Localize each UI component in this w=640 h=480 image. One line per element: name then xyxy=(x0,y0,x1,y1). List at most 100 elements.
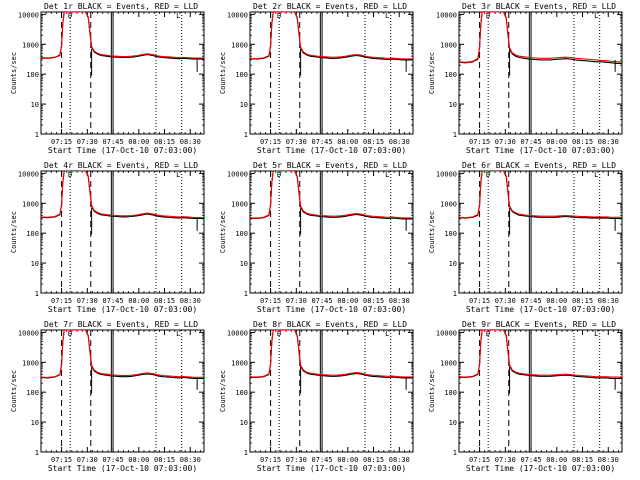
y-tick-label: 10000 xyxy=(18,11,39,19)
x-tick-label: 07:45 xyxy=(312,456,333,464)
y-tick-label: 1000 xyxy=(231,200,248,208)
x-tick-label: 07:15 xyxy=(469,456,490,464)
series-line-events xyxy=(459,171,622,220)
series-line-lld xyxy=(41,171,204,219)
x-axis-label: Start Time (17-Oct-10 07:03:00) xyxy=(48,146,197,155)
event-marker-glyph: D xyxy=(277,12,281,20)
x-tick-label: 07:30 xyxy=(495,138,516,146)
series-line-events xyxy=(250,330,413,379)
x-tick-label: 08:15 xyxy=(572,138,593,146)
x-tick-label: 07:30 xyxy=(77,456,98,464)
subplot-det-2: Det 2r BLACK = Events, RED = LLD 1 10 100 10… xyxy=(219,2,414,155)
x-tick-label: 07:15 xyxy=(260,138,281,146)
event-marker-glyph: L xyxy=(594,330,598,338)
x-tick-label: 07:45 xyxy=(103,138,124,146)
event-marker-glyph: D xyxy=(486,330,490,338)
y-tick-label: 10 xyxy=(240,101,248,109)
x-axis-label: Start Time (17-Oct-10 07:03:00) xyxy=(466,146,615,155)
x-tick-label: 08:00 xyxy=(128,297,149,305)
y-tick-label: 10 xyxy=(31,419,39,427)
subplot-title: Det 8r BLACK = Events, RED = LLD xyxy=(253,320,407,329)
series-line-lld xyxy=(250,12,413,60)
x-tick-label: 08:30 xyxy=(180,138,201,146)
y-tick-label: 10 xyxy=(31,101,39,109)
x-tick-label: 07:30 xyxy=(495,297,516,305)
x-tick-label: 08:30 xyxy=(389,138,410,146)
plot-frame xyxy=(249,11,414,135)
x-tick-label: 07:30 xyxy=(77,297,98,305)
series-line-lld xyxy=(459,330,622,378)
plot-frame xyxy=(458,329,623,453)
y-tick-label: 1000 xyxy=(231,41,248,49)
y-axis-label: Counts/sec xyxy=(219,211,227,253)
subplot-det-8: Det 8r BLACK = Events, RED = LLD 1 10 100 10… xyxy=(219,320,414,473)
y-tick-label: 10 xyxy=(449,101,457,109)
subplot-title: Det 7r BLACK = Events, RED = LLD xyxy=(44,320,198,329)
y-tick-label: 10000 xyxy=(436,329,457,337)
x-tick-label: 08:15 xyxy=(363,456,384,464)
y-tick-label: 1 xyxy=(35,131,39,139)
x-tick-label: 08:15 xyxy=(363,297,384,305)
subplot-det-7: Det 7r BLACK = Events, RED = LLD 1 10 100 10… xyxy=(10,320,205,473)
plot-frame xyxy=(40,329,205,453)
x-tick-label: 08:30 xyxy=(598,138,619,146)
x-tick-label: 08:00 xyxy=(546,297,567,305)
y-tick-label: 1 xyxy=(244,131,248,139)
x-tick-label: 07:15 xyxy=(469,297,490,305)
series-line-lld xyxy=(250,171,413,219)
x-tick-label: 08:00 xyxy=(337,456,358,464)
x-tick-label: 08:15 xyxy=(154,456,175,464)
x-tick-label: 08:15 xyxy=(572,456,593,464)
x-tick-label: 08:00 xyxy=(128,138,149,146)
x-tick-label: 07:45 xyxy=(103,297,124,305)
subplot-title: Det 2r BLACK = Events, RED = LLD xyxy=(253,2,407,11)
x-tick-label: 07:15 xyxy=(51,138,72,146)
series-line-lld xyxy=(41,12,204,59)
series-line-lld xyxy=(41,330,204,379)
y-tick-label: 1000 xyxy=(440,359,457,367)
subplot-det-6: Det 6r BLACK = Events, RED = LLD 1 10 100 10… xyxy=(428,161,623,314)
y-axis-label: Counts/sec xyxy=(428,52,436,94)
y-tick-label: 10 xyxy=(449,419,457,427)
y-tick-label: 10000 xyxy=(18,170,39,178)
x-tick-label: 07:15 xyxy=(469,138,490,146)
x-tick-label: 08:15 xyxy=(154,138,175,146)
y-tick-label: 100 xyxy=(235,389,248,397)
x-tick-label: 08:15 xyxy=(572,297,593,305)
x-tick-label: 08:30 xyxy=(180,456,201,464)
y-tick-label: 10 xyxy=(240,419,248,427)
y-tick-label: 100 xyxy=(444,389,457,397)
y-tick-label: 1 xyxy=(244,449,248,457)
y-axis-label: Counts/sec xyxy=(10,370,18,412)
y-tick-label: 1000 xyxy=(22,200,39,208)
x-axis-label: Start Time (17-Oct-10 07:03:00) xyxy=(257,464,406,473)
x-axis-label: Start Time (17-Oct-10 07:03:00) xyxy=(48,305,197,314)
subplot-title: Det 6r BLACK = Events, RED = LLD xyxy=(462,161,616,170)
event-marker-glyph: D xyxy=(277,330,281,338)
x-tick-label: 07:30 xyxy=(495,456,516,464)
x-tick-label: 07:45 xyxy=(312,138,333,146)
series-line-events xyxy=(459,12,622,64)
y-tick-label: 1 xyxy=(453,290,457,298)
series-line-lld xyxy=(250,330,413,378)
x-tick-label: 07:45 xyxy=(521,297,542,305)
x-tick-label: 07:30 xyxy=(286,456,307,464)
y-tick-label: 100 xyxy=(235,71,248,79)
event-marker-glyph: L xyxy=(176,171,180,179)
series-line-events xyxy=(41,12,204,60)
x-axis-label: Start Time (17-Oct-10 07:03:00) xyxy=(466,305,615,314)
y-tick-label: 100 xyxy=(26,230,39,238)
y-tick-label: 100 xyxy=(26,389,39,397)
x-tick-label: 08:00 xyxy=(546,138,567,146)
y-tick-label: 100 xyxy=(26,71,39,79)
x-tick-label: 08:00 xyxy=(337,297,358,305)
plot-frame xyxy=(458,170,623,294)
event-marker-glyph: D xyxy=(68,12,72,20)
plot-frame xyxy=(249,170,414,294)
y-tick-label: 1000 xyxy=(440,200,457,208)
x-tick-label: 07:15 xyxy=(260,456,281,464)
event-marker-glyph: L xyxy=(594,171,598,179)
x-tick-label: 08:15 xyxy=(154,297,175,305)
y-tick-label: 1 xyxy=(453,131,457,139)
